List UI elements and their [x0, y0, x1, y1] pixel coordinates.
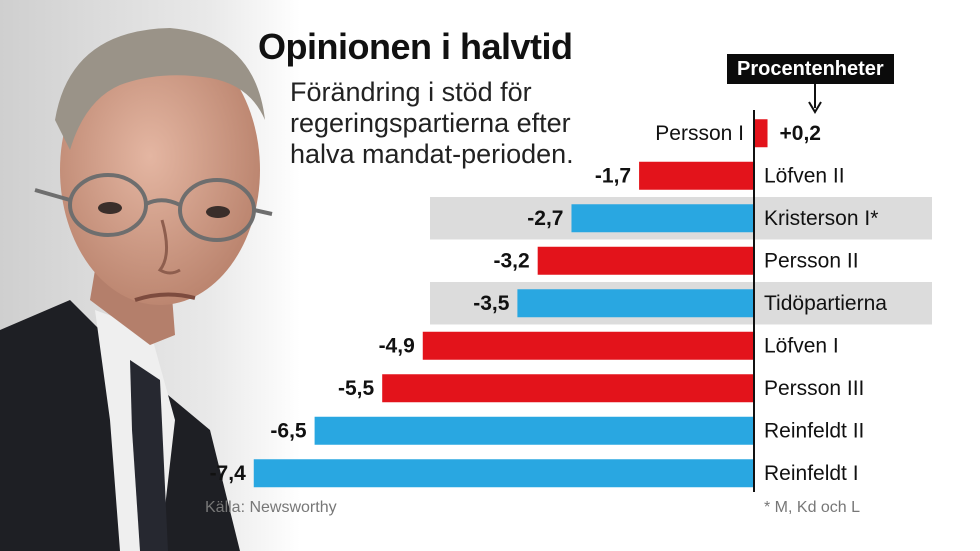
bar — [517, 289, 754, 318]
value-label: -6,5 — [270, 419, 307, 442]
value-label: -4,9 — [379, 334, 415, 357]
bar — [314, 416, 754, 445]
category-label: Kristerson I* — [764, 207, 878, 230]
category-label: Reinfeldt I — [764, 462, 859, 485]
value-label: -5,5 — [338, 377, 375, 400]
value-label: -3,2 — [493, 249, 529, 272]
bar — [639, 161, 754, 190]
chart-title: Opinionen i halvtid — [258, 26, 573, 67]
category-label: Persson II — [764, 249, 859, 272]
unit-label: Procentenheter — [727, 54, 894, 84]
bar — [754, 119, 768, 148]
bar — [422, 331, 754, 360]
value-label: +0,2 — [780, 122, 821, 145]
category-label: Löfven I — [764, 334, 839, 357]
category-label: Reinfeldt II — [764, 419, 864, 442]
source-note: Källa: Newsworthy — [205, 499, 337, 516]
bar — [571, 204, 754, 233]
bar — [253, 459, 754, 488]
category-label: Löfven II — [764, 164, 845, 187]
value-label: -2,7 — [527, 207, 563, 230]
category-label: Tidöpartierna — [764, 292, 887, 315]
bar — [382, 374, 754, 403]
value-label: -7,4 — [210, 462, 247, 485]
down-arrow-icon — [808, 84, 822, 114]
category-label: Persson III — [764, 377, 864, 400]
footnote: * M, Kd och L — [764, 499, 861, 516]
bar — [537, 246, 754, 275]
portrait-photo — [0, 0, 300, 551]
category-label: Persson I — [655, 122, 744, 145]
value-label: -3,5 — [473, 292, 510, 315]
chart-subtitle: Förändring i stöd för regeringspartierna… — [290, 77, 574, 169]
value-label: -1,7 — [595, 164, 631, 187]
